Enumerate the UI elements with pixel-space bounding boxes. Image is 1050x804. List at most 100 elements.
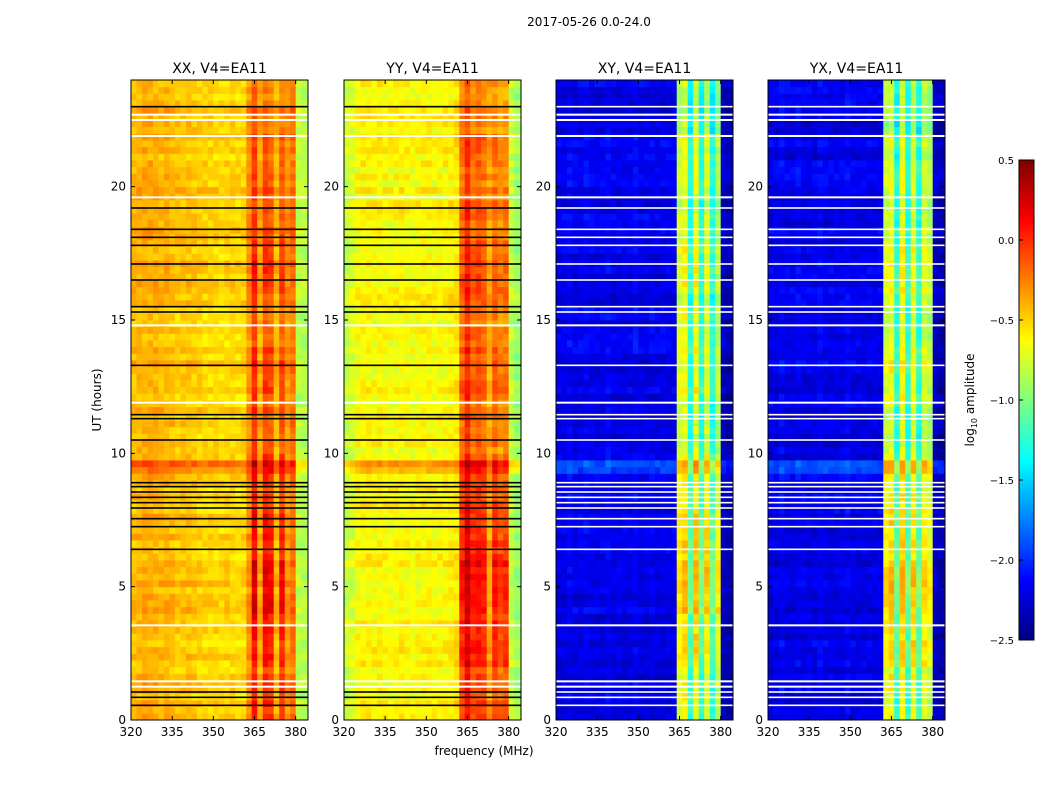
heatmap-cell	[388, 533, 394, 540]
flagged-row	[131, 697, 308, 699]
heatmap-cell	[224, 460, 230, 467]
heatmap-cell	[230, 540, 236, 547]
heatmap-cell	[465, 647, 471, 654]
heatmap-cell	[180, 200, 186, 207]
heatmap-cell	[191, 387, 197, 394]
heatmap-cell	[366, 427, 372, 434]
flagged-row	[131, 518, 308, 520]
heatmap-cell	[301, 213, 307, 220]
heatmap-cell	[202, 153, 208, 160]
heatmap-cell	[142, 147, 148, 154]
heatmap-cell	[268, 380, 274, 387]
heatmap-cell	[393, 627, 399, 634]
heatmap-cell	[285, 167, 291, 174]
heatmap-cell	[415, 500, 421, 507]
heatmap-cell	[191, 407, 197, 414]
heatmap-cell	[257, 660, 263, 667]
heatmap-cell	[197, 660, 203, 667]
heatmap-cell	[296, 533, 302, 540]
heatmap-cell	[186, 460, 192, 467]
heatmap-cell	[224, 447, 230, 454]
heatmap-cell	[268, 280, 274, 287]
heatmap-cell	[344, 500, 350, 507]
heatmap-cell	[252, 167, 258, 174]
heatmap-cell	[454, 553, 460, 560]
heatmap-cell	[355, 567, 361, 574]
heatmap-cell	[197, 120, 203, 127]
heatmap-cell	[350, 527, 356, 534]
heatmap-cell	[296, 673, 302, 680]
heatmap-cell	[241, 93, 247, 100]
heatmap-cell	[470, 607, 476, 614]
heatmap-cell	[241, 387, 247, 394]
heatmap-cell	[465, 467, 471, 474]
heatmap-cell	[219, 593, 225, 600]
heatmap-cell	[448, 420, 454, 427]
heatmap-cell	[263, 87, 269, 94]
heatmap-cell	[274, 600, 280, 607]
heatmap-cell	[274, 160, 280, 167]
heatmap-cell	[377, 600, 383, 607]
heatmap-cell	[219, 380, 225, 387]
heatmap-cell	[169, 267, 175, 274]
heatmap-cell	[285, 80, 291, 87]
heatmap-cell	[180, 667, 186, 674]
heatmap-cell	[164, 187, 170, 194]
heatmap-cell	[410, 707, 416, 714]
heatmap-cell	[437, 533, 443, 540]
heatmap-cell	[153, 327, 159, 334]
heatmap-cell	[219, 420, 225, 427]
heatmap-cell	[470, 553, 476, 560]
heatmap-cell	[169, 633, 175, 640]
heatmap-cell	[175, 713, 181, 720]
heatmap-cell	[175, 707, 181, 714]
heatmap-cell	[153, 467, 159, 474]
heatmap-cell	[246, 353, 252, 360]
heatmap-cell	[301, 247, 307, 254]
heatmap-cell	[290, 420, 296, 427]
heatmap-cell	[404, 713, 410, 720]
heatmap-cell	[476, 660, 482, 667]
heatmap-cell	[290, 227, 296, 234]
heatmap-cell	[131, 347, 137, 354]
heatmap-cell	[137, 473, 143, 480]
heatmap-cell	[388, 553, 394, 560]
heatmap-cell	[344, 427, 350, 434]
heatmap-cell	[492, 407, 498, 414]
heatmap-cell	[137, 607, 143, 614]
heatmap-cell	[208, 153, 214, 160]
heatmap-cell	[164, 120, 170, 127]
heatmap-cell	[180, 153, 186, 160]
heatmap-cell	[263, 160, 269, 167]
heatmap-cell	[241, 633, 247, 640]
heatmap-cell	[191, 653, 197, 660]
heatmap-cell	[285, 347, 291, 354]
heatmap-cell	[164, 147, 170, 154]
heatmap-cell	[148, 580, 154, 587]
heatmap-cell	[350, 547, 356, 554]
heatmap-cell	[153, 340, 159, 347]
heatmap-cell	[279, 573, 285, 580]
heatmap-cell	[393, 440, 399, 447]
heatmap-cell	[169, 440, 175, 447]
heatmap-cell	[476, 593, 482, 600]
heatmap-cell	[410, 573, 416, 580]
heatmap-cell	[426, 533, 432, 540]
heatmap-cell	[410, 367, 416, 374]
heatmap-cell	[142, 713, 148, 720]
heatmap-cell	[393, 633, 399, 640]
heatmap-cell	[514, 387, 520, 394]
heatmap-cell	[404, 593, 410, 600]
heatmap-cell	[252, 353, 258, 360]
heatmap-cell	[241, 393, 247, 400]
heatmap-cell	[388, 600, 394, 607]
heatmap-cell	[158, 287, 164, 294]
heatmap-cell	[415, 707, 421, 714]
heatmap-cell	[263, 347, 269, 354]
heatmap-cell	[158, 367, 164, 374]
heatmap-cell	[355, 640, 361, 647]
heatmap-cell	[371, 553, 377, 560]
heatmap-cell	[415, 640, 421, 647]
heatmap-cell	[241, 713, 247, 720]
heatmap-cell	[263, 453, 269, 460]
